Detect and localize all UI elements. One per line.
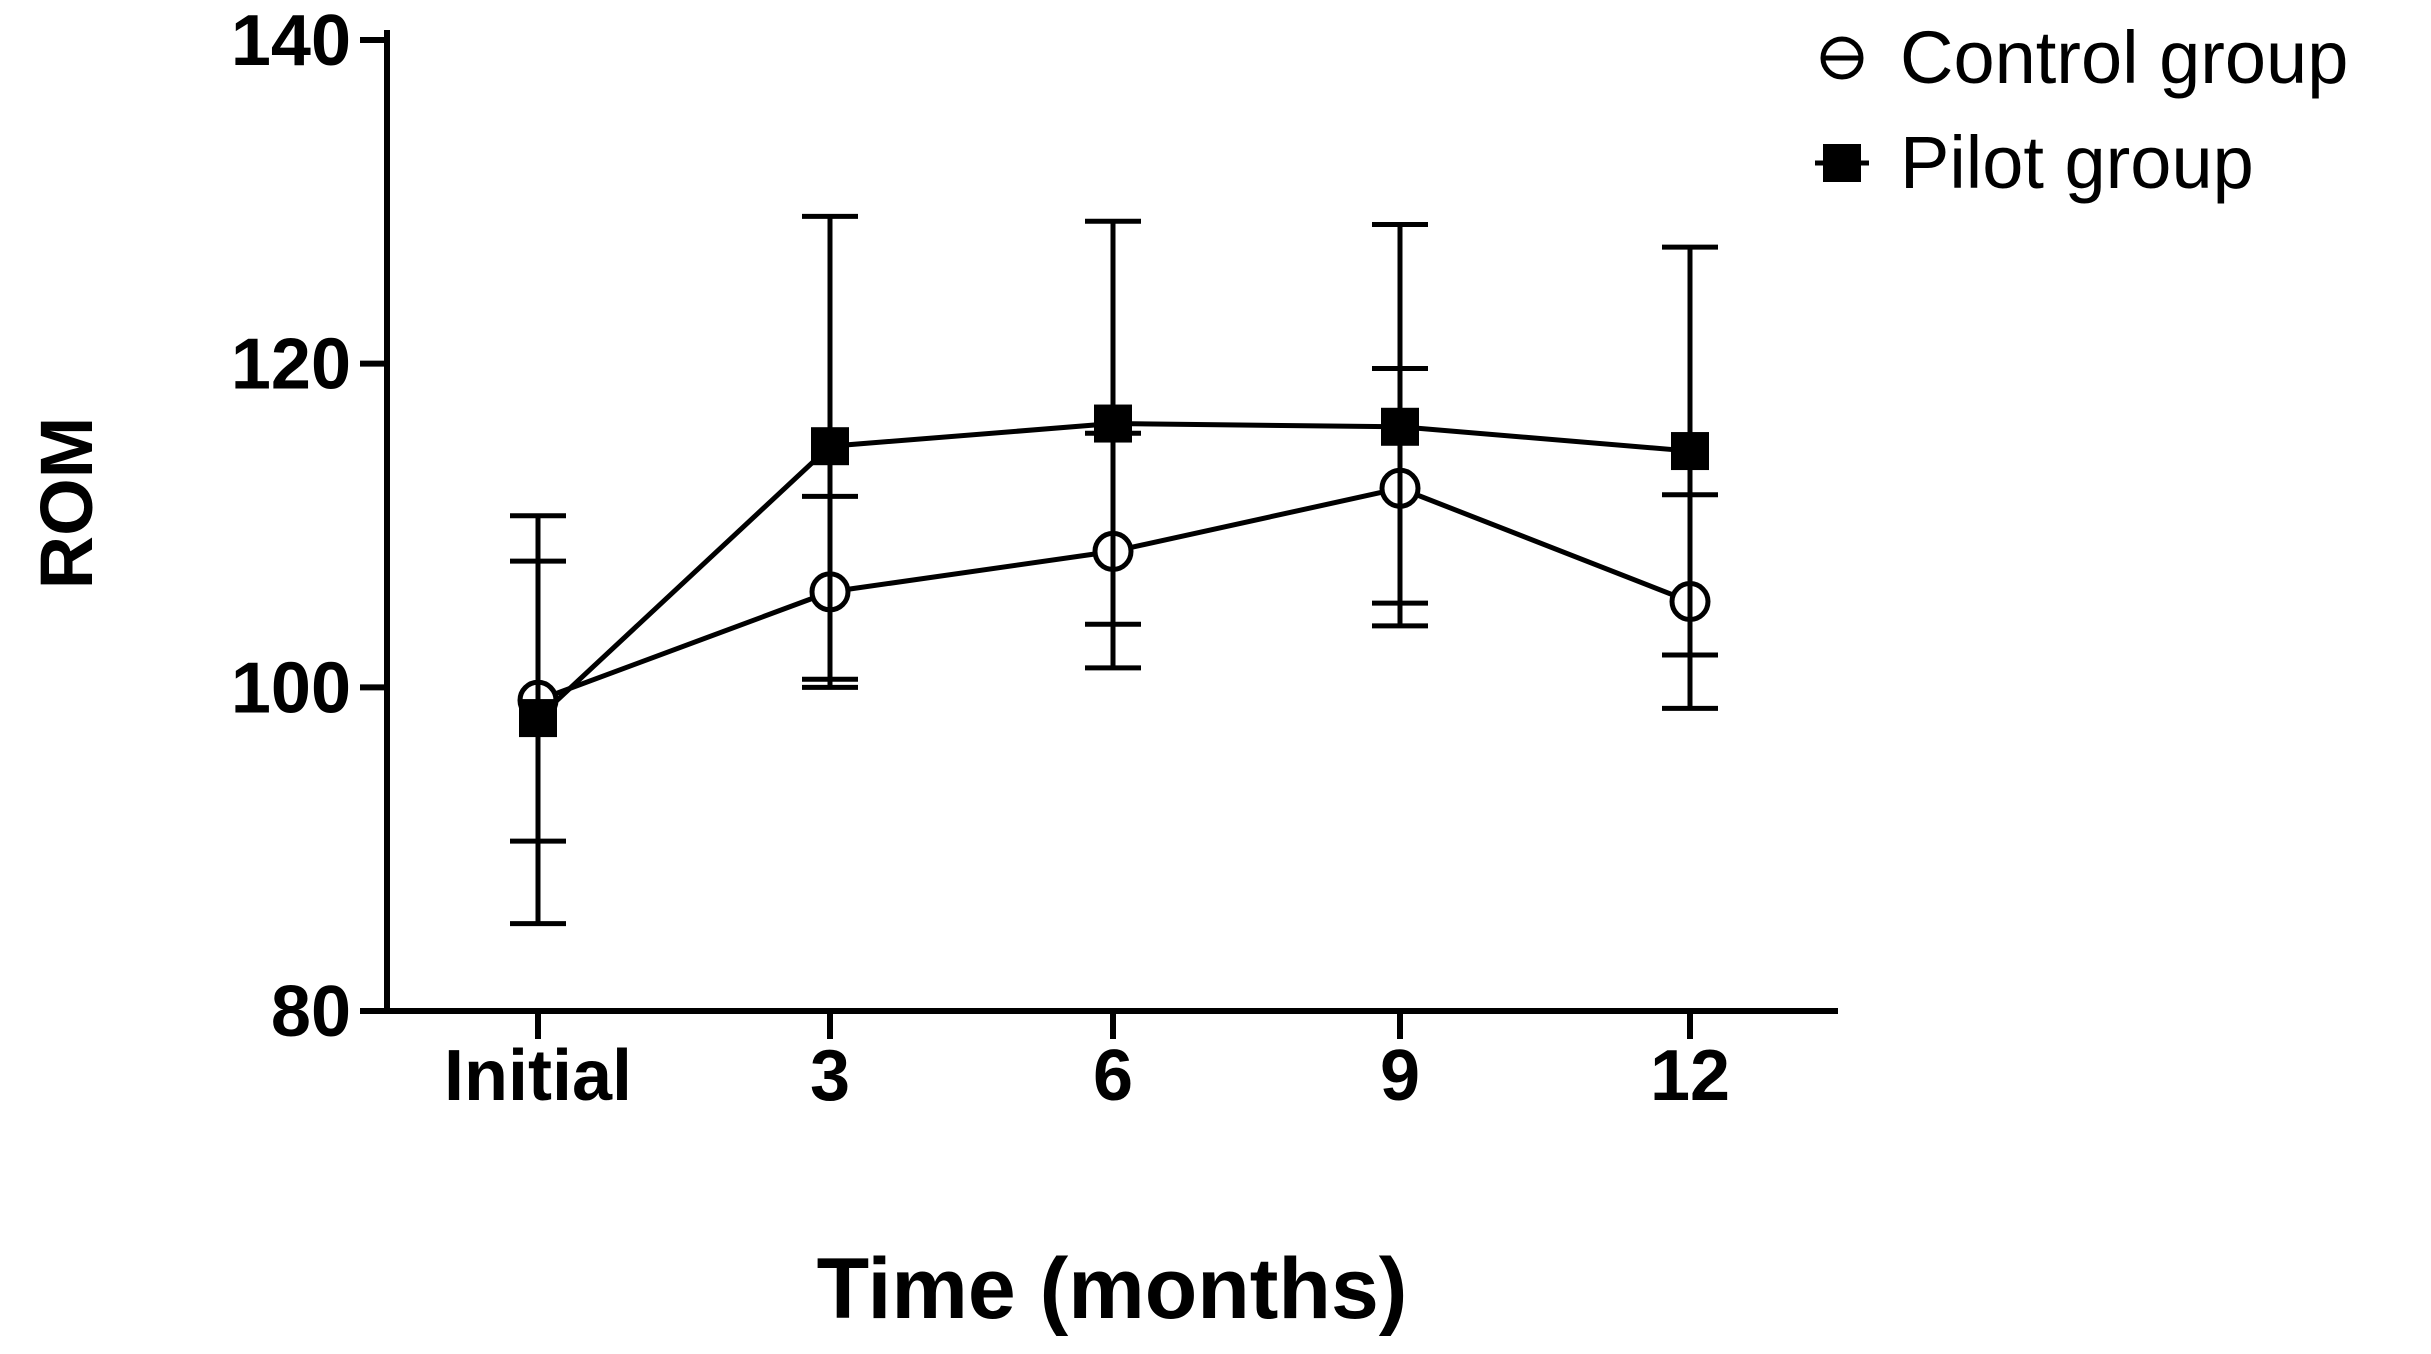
y-tick-label: 100 (231, 648, 351, 728)
legend-label: Pilot group (1900, 121, 2254, 204)
y-tick-label: 120 (231, 325, 351, 405)
legend-label: Control group (1900, 16, 2348, 99)
legend-item-pilot-group: Pilot group (1815, 121, 2254, 204)
pilot-group-series (510, 213, 1718, 927)
x-tick-label: 12 (1650, 1036, 1730, 1116)
x-tick-label: 6 (1093, 1036, 1133, 1116)
legend-item-control-group: Control group (1820, 16, 2348, 99)
x-tick-label: Initial (444, 1036, 632, 1116)
x-tick-label: 9 (1380, 1036, 1420, 1116)
pilot-group-point (811, 427, 849, 466)
pilot-group-point (1094, 404, 1132, 443)
pilot-group-point (1671, 432, 1709, 471)
y-tick-label: 140 (231, 1, 351, 81)
y-tick-label: 80 (271, 972, 351, 1052)
x-tick-label: 3 (810, 1036, 850, 1116)
x-axis-title: Time (months) (817, 1241, 1408, 1337)
pilot-group-point (1381, 407, 1419, 446)
pilot-group-point (519, 699, 557, 738)
y-axis-title: ROM (25, 417, 108, 590)
